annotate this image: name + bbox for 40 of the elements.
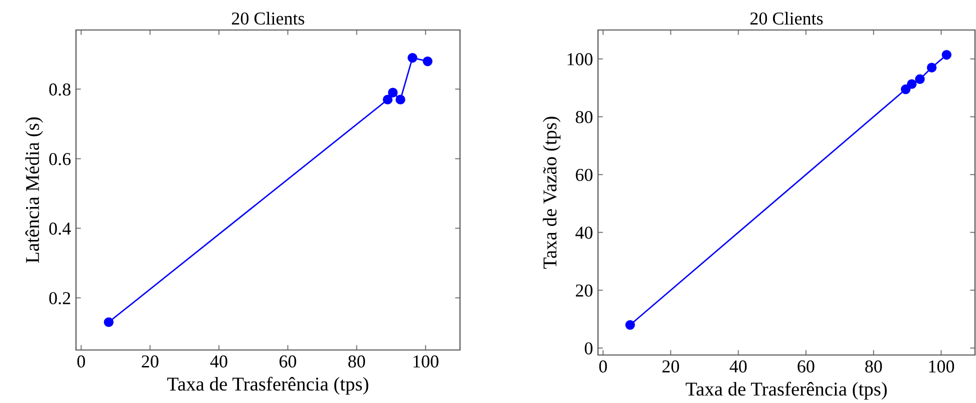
point [396,94,406,104]
x-tick-label: 40 [730,360,747,373]
chart-title: 20 Clients [232,12,304,25]
y-tick-label: 40 [575,226,592,239]
x-tick-label: 20 [662,360,680,373]
y-tick-label: 0 [584,342,592,355]
point [915,74,925,84]
x-tick-label: 0 [599,360,607,373]
chart-title: 20 Clients [750,12,823,25]
x-axis-title: Taxa de Trasferência (tps) [686,382,887,400]
y-tick-label: 20 [576,284,592,297]
x-tick-label: 20 [142,355,158,368]
y-tick-label: 0.2 [49,292,70,304]
point [422,56,432,66]
y-axis-title: Latência Média (s) [25,117,44,263]
x-tick-label: 40 [210,355,228,368]
x-tick-label: 100 [414,355,438,368]
point [926,62,937,72]
point [625,320,635,330]
x-tick-label: 0 [77,355,85,368]
point [388,88,398,98]
y-tick-label: 0.8 [49,83,70,96]
point [104,317,114,328]
x-tick-label: 60 [280,355,296,368]
x-tick-label: 60 [798,360,814,373]
x-tick-label: 100 [929,360,954,373]
point [408,52,418,63]
point [900,84,911,94]
x-tick-label: 80 [865,360,882,373]
point [382,94,393,104]
y-tick-label: 100 [568,53,592,66]
x-axis-title: Taxa de Trasferência (tps) [167,376,368,395]
y-tick-label: 80 [576,111,592,124]
point [906,79,917,89]
y-tick-label: 0.4 [49,222,71,235]
x-tick-label: 80 [348,355,366,368]
point [942,50,952,60]
y-tick-label: 60 [576,168,592,182]
y-axis-title: Taxa de Vazão (tps) [542,116,560,269]
y-tick-label: 0.6 [49,152,71,166]
